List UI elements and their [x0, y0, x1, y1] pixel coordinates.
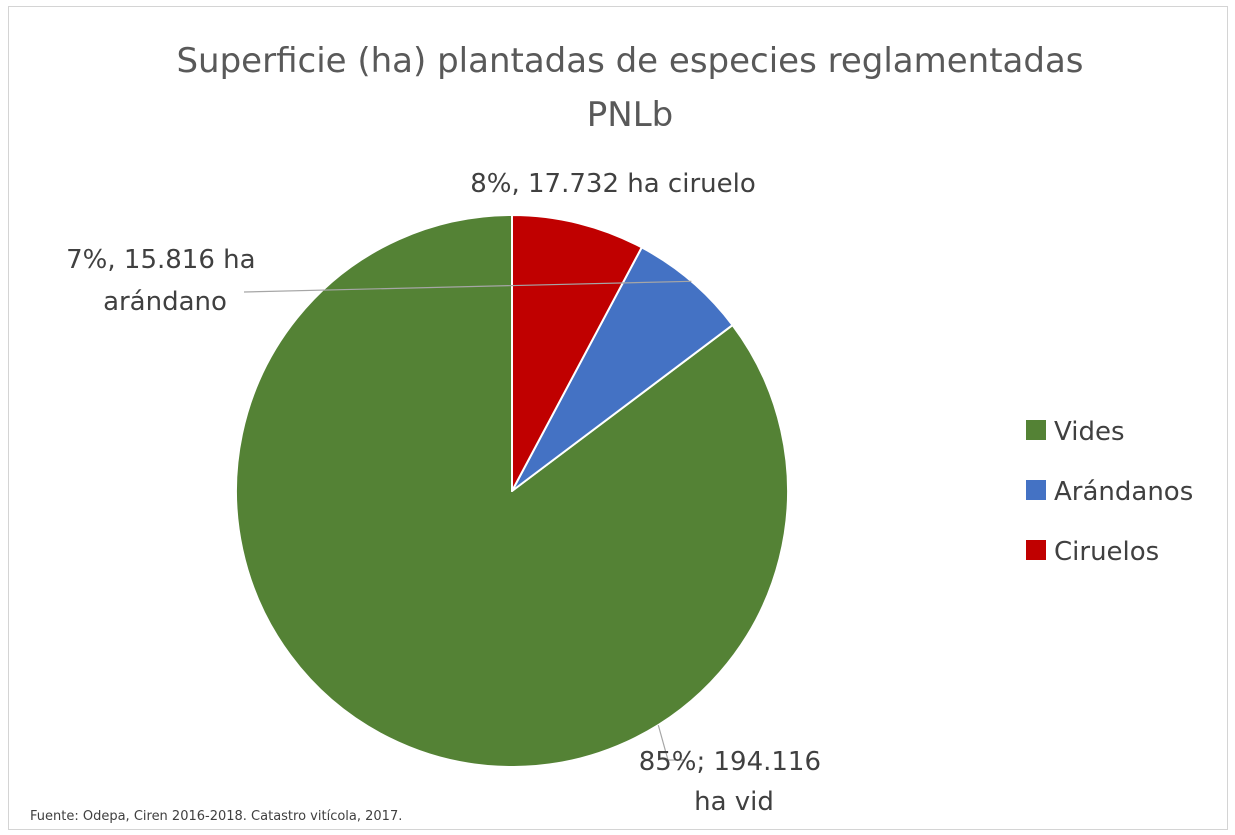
legend-label-vides: Vides: [1054, 417, 1124, 447]
legend-label-arandanos: Arándanos: [1054, 477, 1193, 507]
leader-line-vides: [657, 724, 684, 761]
legend-swatch-ciruelos: [1026, 540, 1046, 560]
legend-swatch-vides: [1026, 420, 1046, 440]
pie-slice-ciruelos: [511, 214, 643, 492]
data-label-arandanos: 7%, 15.816 ha arándano: [66, 245, 264, 317]
legend-label-ciruelos: Ciruelos: [1054, 537, 1159, 567]
data-label-ciruelos: 8%, 17.732 ha ciruelo: [470, 169, 756, 199]
data-label-vides-line2: ha vid: [694, 787, 774, 817]
legend-swatch-arandanos: [1026, 480, 1046, 500]
legend: Vides Arándanos Ciruelos: [1026, 417, 1193, 567]
chart-subtitle: PNLb: [587, 95, 673, 135]
pie-slices: [235, 214, 789, 768]
leader-lines: [243, 280, 692, 761]
data-label-vides-line1: 85%; 194.116: [639, 747, 821, 777]
data-label-arandanos-line2: arándano: [103, 287, 227, 317]
chart-title: Superficie (ha) plantadas de especies re…: [176, 41, 1083, 81]
data-label-arandanos-line1: 7%, 15.816 ha: [66, 245, 255, 275]
data-label-vides: 85%; 194.116 ha vid: [639, 747, 830, 817]
pie-slice-vides: [235, 214, 789, 768]
source-note: Fuente: Odepa, Ciren 2016-2018. Catastro…: [30, 809, 402, 824]
leader-line-arandanos: [243, 280, 692, 293]
